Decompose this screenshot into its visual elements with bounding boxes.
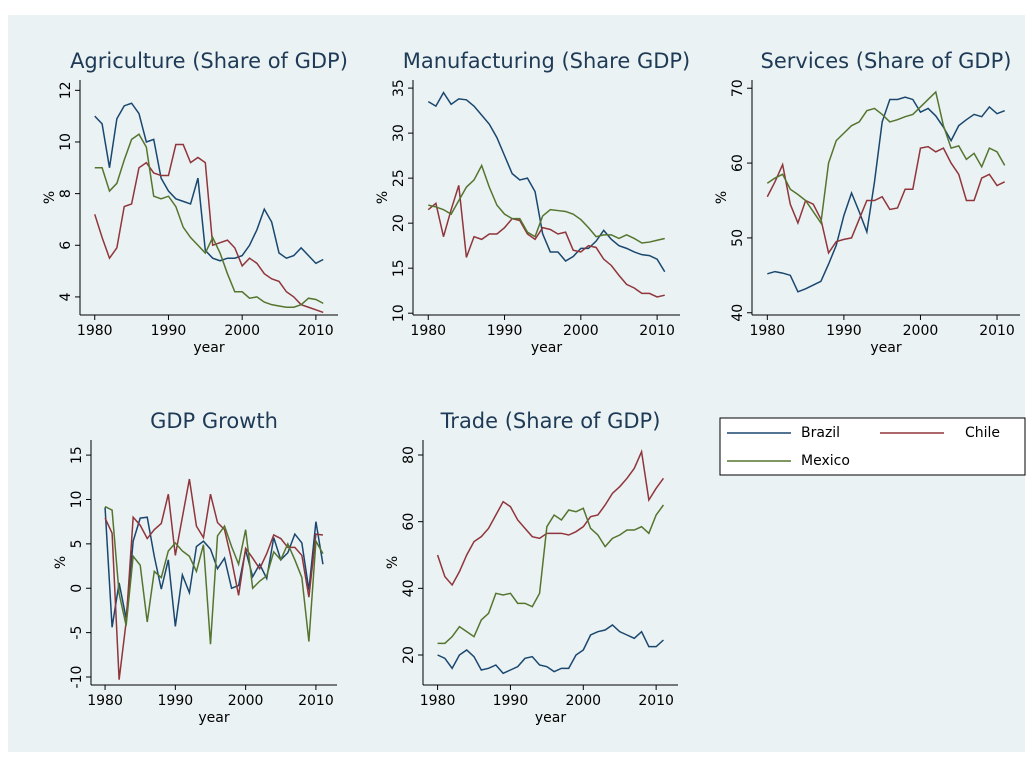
y-axis-label: %: [42, 191, 58, 204]
legend-box: [719, 417, 1026, 476]
y-tick-label: 12: [58, 81, 74, 99]
x-axis-label: year: [193, 340, 224, 356]
chart-title: GDP Growth: [150, 409, 278, 433]
graph-background: [8, 15, 1025, 752]
series-line: [94, 133, 324, 308]
y-tick-label: -5: [69, 626, 85, 640]
y-axis-label: %: [53, 556, 69, 569]
y-tick-label: 4: [58, 292, 74, 301]
y-tick-label: 30: [391, 124, 407, 142]
y-tick-label: 40: [730, 304, 746, 322]
y-tick-label: 0: [69, 584, 85, 593]
series-line: [767, 96, 1005, 293]
x-tick-label: 1980: [410, 323, 446, 339]
chart-title: Agriculture (Share of GDP): [70, 49, 348, 73]
x-tick-label: 1980: [77, 323, 113, 339]
y-tick-label: 10: [69, 491, 85, 509]
x-tick-label: 2010: [979, 323, 1015, 339]
y-tick-label: 5: [69, 539, 85, 548]
x-tick-label: 2000: [563, 323, 599, 339]
legend-label: Mexico: [801, 453, 850, 469]
series-line: [427, 185, 665, 298]
y-tick-label: 10: [391, 304, 407, 322]
x-tick-label: 1990: [826, 323, 862, 339]
y-tick-label: 10: [58, 133, 74, 151]
y-tick-label: 6: [58, 241, 74, 250]
y-tick-label: 20: [401, 646, 417, 664]
y-tick-label: 20: [391, 214, 407, 232]
x-tick-label: 2010: [298, 323, 334, 339]
x-tick-label: 2010: [639, 323, 675, 339]
y-tick-label: 35: [391, 79, 407, 97]
x-tick-label: 1990: [158, 693, 194, 709]
x-tick-label: 2000: [903, 323, 939, 339]
x-tick-label: 2010: [298, 693, 334, 709]
x-axis-label: year: [870, 340, 901, 356]
series-line: [427, 91, 666, 273]
y-tick-label: 15: [391, 259, 407, 277]
x-tick-label: 1990: [151, 323, 187, 339]
x-axis-label: year: [198, 710, 229, 726]
x-tick-label: 2000: [228, 693, 264, 709]
x-tick-label: 1990: [493, 693, 529, 709]
x-axis-label: year: [531, 340, 562, 356]
y-tick-label: 25: [391, 169, 407, 187]
chart-title: Services (Share of GDP): [761, 49, 1012, 73]
x-tick-label: 1990: [487, 323, 523, 339]
series-line: [104, 507, 324, 628]
y-tick-label: 8: [58, 189, 74, 198]
x-tick-label: 2010: [638, 693, 674, 709]
x-tick-label: 1980: [87, 693, 123, 709]
y-tick-label: 40: [401, 579, 417, 597]
series-line: [766, 90, 1006, 226]
series-line: [104, 505, 324, 645]
y-tick-label: 80: [401, 446, 417, 464]
series-line: [437, 504, 665, 645]
chart-title: Trade (Share of GDP): [440, 409, 661, 433]
x-tick-label: 1980: [420, 693, 456, 709]
y-tick-label: 50: [730, 229, 746, 247]
x-tick-label: 1980: [749, 323, 785, 339]
y-tick-label: 60: [730, 154, 746, 172]
legend-label: Chile: [965, 425, 1000, 441]
series-line: [437, 624, 664, 675]
legend-label: Brazil: [801, 425, 840, 441]
x-tick-label: 2000: [224, 323, 260, 339]
x-axis-label: year: [535, 710, 566, 726]
y-axis-label: %: [714, 191, 730, 204]
y-axis-label: %: [375, 191, 391, 204]
series-line: [436, 448, 665, 587]
y-axis-label: %: [385, 556, 401, 569]
y-tick-label: 15: [69, 446, 85, 464]
x-tick-label: 2000: [565, 693, 601, 709]
y-tick-label: 60: [401, 513, 417, 531]
series-line: [94, 102, 324, 265]
series-line: [428, 163, 665, 244]
chart-title: Manufacturing (Share GDP): [403, 49, 691, 73]
y-tick-label: 70: [730, 79, 746, 97]
series-line: [94, 143, 324, 314]
y-tick-label: -10: [69, 666, 85, 689]
